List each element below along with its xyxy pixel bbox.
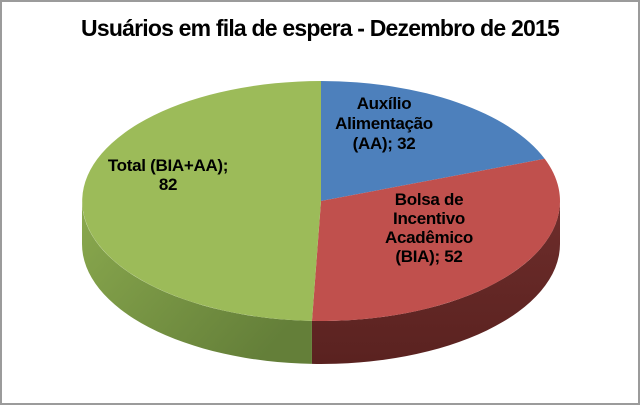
- pie-side-total: [82, 201, 312, 364]
- pie-slice-bia: [311, 158, 560, 321]
- slice-label-bolsa-incentivo-academico: Bolsa de Incentivo Acadêmico (BIA); 52: [384, 190, 473, 266]
- slice-label-total: Total (BIA+AA); 82: [107, 156, 229, 194]
- pie-slice-aa: [321, 81, 545, 201]
- chart-title: Usuários em fila de espera - Dezembro de…: [81, 15, 560, 41]
- pie-slice-total: [82, 81, 322, 321]
- pie-side-bia: [311, 201, 560, 364]
- slice-label-auxilio-alimentacao: Auxílio Alimentação (AA); 32: [335, 94, 433, 153]
